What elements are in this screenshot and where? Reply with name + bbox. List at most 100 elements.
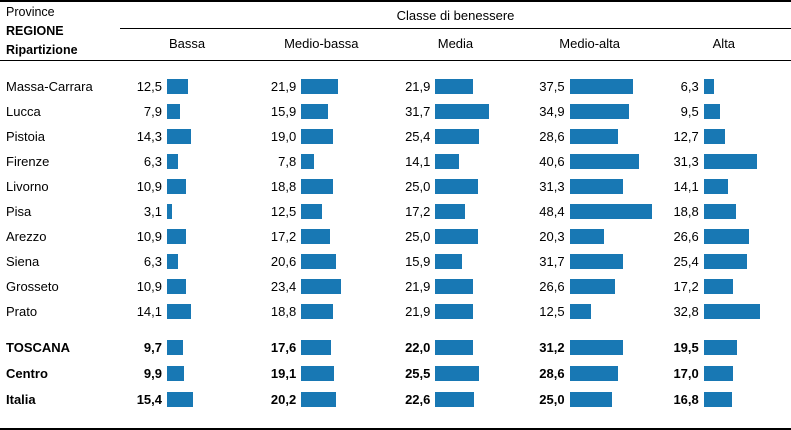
cell-value: 17,2 <box>270 229 297 244</box>
bar <box>167 279 186 294</box>
value-cell: 3,1 <box>120 204 254 219</box>
bar <box>569 229 605 244</box>
cell-value: 6,3 <box>143 254 162 269</box>
bar <box>301 304 334 319</box>
value-cell: 25,4 <box>388 129 522 144</box>
cell-value: 28,6 <box>539 129 565 144</box>
value-cell: 22,0 <box>388 339 522 355</box>
bar <box>703 391 733 407</box>
table-row: Pisa 3,1 12,5 17,2 48,4 18,8 <box>0 199 791 224</box>
bar <box>301 339 332 355</box>
value-cell: 26,6 <box>523 279 657 294</box>
value-cell: 14,1 <box>388 154 522 169</box>
table-row: Italia 15,4 20,2 22,6 25,0 16,8 <box>0 386 791 412</box>
header-ripartizione-label: Ripartizione <box>6 43 78 57</box>
cell-value: 18,8 <box>673 204 699 219</box>
value-cell: 17,6 <box>254 339 388 355</box>
bar <box>301 104 329 119</box>
value-cell: 7,9 <box>120 104 254 119</box>
cell-value: 25,0 <box>539 391 565 407</box>
col-header-bassa: Bassa <box>169 36 206 51</box>
row-header-block: Province REGIONE Ripartizione <box>0 2 120 60</box>
value-cell: 20,6 <box>254 254 388 269</box>
cell-value: 34,9 <box>539 104 565 119</box>
value-cell: 14,3 <box>120 129 254 144</box>
value-cell: 40,6 <box>523 154 657 169</box>
cell-value: 21,9 <box>405 279 431 294</box>
bar <box>569 279 615 294</box>
bar <box>167 391 194 407</box>
bar <box>435 154 460 169</box>
value-cell: 20,3 <box>523 229 657 244</box>
bar <box>167 154 178 169</box>
cell-value: 17,2 <box>405 204 431 219</box>
bar <box>301 79 339 94</box>
row-label: Grosseto <box>6 279 59 294</box>
cell-value: 31,7 <box>539 254 565 269</box>
cell-value: 23,4 <box>270 279 297 294</box>
bar <box>569 339 623 355</box>
value-cell: 25,0 <box>523 391 657 407</box>
value-cell: 6,3 <box>120 154 254 169</box>
value-cell: 18,8 <box>254 179 388 194</box>
cell-value: 14,1 <box>136 304 162 319</box>
table-row: Grosseto 10,9 23,4 21,9 26,6 17,2 <box>0 274 791 299</box>
cell-value: 17,2 <box>673 279 699 294</box>
cell-value: 15,9 <box>405 254 431 269</box>
bar <box>435 365 479 381</box>
table-row: Firenze 6,3 7,8 14,1 40,6 31,3 <box>0 149 791 174</box>
row-label: Centro <box>6 365 48 381</box>
bar <box>435 104 490 119</box>
bar <box>569 391 613 407</box>
bar <box>569 104 629 119</box>
header-regione-label: REGIONE <box>6 24 64 38</box>
cell-value: 10,9 <box>136 179 162 194</box>
value-cell: 12,5 <box>120 79 254 94</box>
col-header-media: Media <box>437 36 474 51</box>
bar <box>435 179 478 194</box>
cell-value: 25,0 <box>405 229 431 244</box>
group-title: Classe di benessere <box>120 2 791 29</box>
bar <box>435 254 463 269</box>
value-cell: 16,8 <box>657 391 791 407</box>
table-row: Pistoia 14,3 19,0 25,4 28,6 12,7 <box>0 124 791 149</box>
cell-value: 25,4 <box>673 254 699 269</box>
bar <box>703 229 749 244</box>
row-label: Firenze <box>6 154 50 169</box>
bar <box>167 365 184 381</box>
cell-value: 20,3 <box>539 229 565 244</box>
row-label: TOSCANA <box>6 339 71 355</box>
value-cell: 19,0 <box>254 129 388 144</box>
table-row: Prato 14,1 18,8 21,9 12,5 32,8 <box>0 299 791 324</box>
cell-value: 9,5 <box>680 104 699 119</box>
value-cell: 22,6 <box>388 391 522 407</box>
cell-value: 32,8 <box>673 304 699 319</box>
table-row: Centro 9,9 19,1 25,5 28,6 17,0 <box>0 360 791 386</box>
bar <box>569 129 619 144</box>
bar <box>301 179 334 194</box>
bar <box>435 279 473 294</box>
value-cell: 34,9 <box>523 104 657 119</box>
value-cell: 31,3 <box>657 154 791 169</box>
bar <box>435 229 478 244</box>
bar <box>167 104 181 119</box>
bar <box>569 304 591 319</box>
bar <box>569 179 623 194</box>
value-cell: 25,5 <box>388 365 522 381</box>
cell-value: 15,4 <box>136 391 162 407</box>
bar <box>167 79 189 94</box>
value-cell: 17,2 <box>657 279 791 294</box>
value-cell: 12,5 <box>523 304 657 319</box>
cell-value: 25,4 <box>405 129 431 144</box>
value-cell: 9,9 <box>120 365 254 381</box>
cell-value: 12,5 <box>539 304 565 319</box>
bar <box>703 104 720 119</box>
value-cell: 21,9 <box>388 304 522 319</box>
value-cell: 6,3 <box>657 79 791 94</box>
table-row: Siena 6,3 20,6 15,9 31,7 25,4 <box>0 249 791 274</box>
bar <box>301 129 334 144</box>
value-cell: 31,3 <box>523 179 657 194</box>
cell-value: 31,3 <box>539 179 565 194</box>
row-label: Livorno <box>6 179 49 194</box>
table-row: TOSCANA 9,7 17,6 22,0 31,2 19,5 <box>0 334 791 360</box>
